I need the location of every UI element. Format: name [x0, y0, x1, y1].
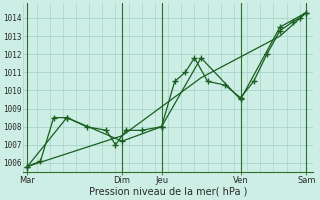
- X-axis label: Pression niveau de la mer( hPa ): Pression niveau de la mer( hPa ): [89, 187, 247, 197]
